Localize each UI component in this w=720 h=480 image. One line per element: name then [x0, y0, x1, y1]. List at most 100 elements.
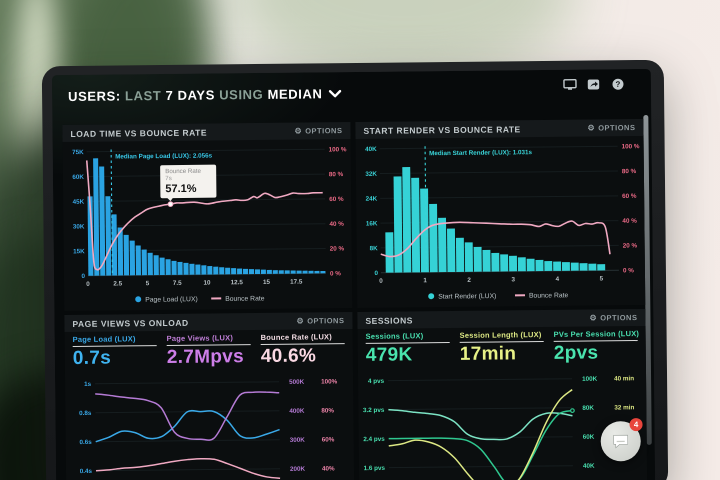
options-button[interactable]: ⚙ OPTIONS [587, 123, 635, 133]
y-right-tick: 80 % [622, 168, 637, 175]
chat-widget-button[interactable]: 4 [600, 417, 643, 462]
bar [553, 261, 562, 271]
bar [105, 196, 112, 276]
metric-page-load: Page Load (LUX) 0.7s [72, 334, 157, 379]
metric-value: 2.7Mpvs [166, 346, 245, 368]
y-left-tick: 3.2 pvs [363, 407, 385, 414]
options-button[interactable]: ⚙ OPTIONS [589, 313, 637, 323]
svg-text:57.1%: 57.1% [165, 183, 197, 195]
bar [473, 246, 482, 272]
options-button[interactable]: ⚙ OPTIONS [294, 126, 342, 136]
bar [308, 270, 314, 274]
bar [517, 257, 526, 272]
bar [99, 166, 106, 276]
metric-label: Page Load (LUX) [72, 334, 157, 347]
title-days: 7 DAYS [165, 86, 216, 103]
bar [260, 269, 266, 274]
page-title[interactable]: USERS: LAST 7 DAYS USING MEDIAN [68, 86, 323, 104]
series-end-marker [570, 408, 575, 414]
metric-label: Sessions (LUX) [365, 331, 450, 344]
y-left-tick: 2.4 pvs [363, 436, 385, 443]
x-tick: 10 [204, 280, 212, 287]
legend-dot [135, 296, 142, 303]
bar [588, 263, 597, 271]
y-right-tick: 200K [290, 466, 306, 473]
series-line [388, 408, 573, 441]
y-right-tick: 80 % [329, 171, 344, 178]
x-tick: 0 [379, 278, 383, 285]
gear-icon: ⚙ [587, 122, 596, 133]
gridline [87, 248, 326, 252]
gear-icon: ⚙ [296, 316, 305, 326]
panel-load-time-vs-bounce-rate: LOAD TIME VS BOUNCE RATE ⚙ OPTIONS 0 0 % 15… [62, 122, 353, 312]
y-right-tick-2: 80% [321, 407, 334, 414]
histogram-bars [87, 158, 326, 276]
title-using: USING [214, 86, 268, 102]
panel-sessions: SESSIONS ⚙ OPTIONS Sessions (LUX) 479K Se… [357, 308, 648, 480]
metric-value: 0.7s [72, 347, 112, 369]
bar [117, 227, 124, 276]
legend-dot [428, 293, 435, 300]
bar [296, 270, 302, 274]
x-tick: 7.5 [173, 280, 182, 287]
bar [500, 254, 509, 272]
series-line [388, 409, 573, 480]
gridline [86, 148, 325, 153]
display-icon[interactable] [562, 78, 577, 91]
title-users: USERS: [67, 87, 121, 104]
y-right-tick-2: 40 min [614, 375, 634, 382]
y-right-tick: 80K [582, 405, 594, 412]
page-views-line-chart[interactable]: 1s 500K 100% 0.8s 400K 80% 0.6s 300K 60% 0.4s 200K… [65, 376, 354, 480]
y-right-tick: 0 % [623, 267, 634, 274]
series-line [388, 389, 573, 480]
start-render-histogram-chart[interactable]: 0 0 % 8K 20 % 16K 40 % 24K 60 % 32K 80 % 40K 100 % 0… [356, 136, 646, 308]
svg-text:Bounce Rate: Bounce Rate [165, 168, 201, 175]
bar [183, 262, 189, 275]
y-left-tick: 30K [73, 223, 85, 230]
x-tick: 1 [423, 277, 427, 284]
metrics-row: Page Load (LUX) 0.7s Page Views (LUX) 2.… [65, 329, 353, 379]
metric-value: 17min [459, 343, 517, 365]
load-time-histogram-chart[interactable]: 0 0 % 15K 20 % 30K 40 % 45K 60 % 60K 80 % 75K 100 %… [63, 139, 353, 311]
x-tick: 15 [263, 279, 271, 286]
bar [225, 267, 231, 275]
help-icon[interactable]: ? [610, 77, 625, 90]
y-right-tick: 60K [583, 434, 595, 441]
chevron-down-icon[interactable] [328, 89, 342, 98]
series-line [95, 409, 280, 443]
bar [213, 266, 219, 275]
bounce-rate-line [85, 160, 323, 271]
y-right-tick-2: 40% [322, 465, 335, 472]
y-right-tick-2: 32 min [614, 404, 634, 411]
laptop: USERS: LAST 7 DAYS USING MEDIAN ? [41, 59, 669, 480]
bar [290, 270, 296, 274]
share-icon[interactable] [586, 77, 601, 90]
bar [141, 249, 147, 276]
y-right-tick-2: 100% [321, 378, 338, 385]
bar [87, 196, 94, 276]
panel-title: START RENDER VS BOUNCE RATE [363, 123, 521, 136]
x-tick: 4 [556, 276, 560, 283]
bar [535, 259, 544, 272]
options-button[interactable]: ⚙ OPTIONS [296, 316, 344, 326]
bar [446, 228, 456, 273]
y-left-tick: 0.8s [79, 410, 92, 417]
y-left-tick: 1.6 pvs [364, 465, 386, 472]
bar [147, 252, 153, 276]
panel-title: SESSIONS [365, 314, 413, 326]
panel-title: LOAD TIME VS BOUNCE RATE [70, 127, 208, 139]
y-left-tick: 60K [72, 174, 84, 181]
legend-label: Bounce Rate [225, 295, 265, 302]
gear-icon: ⚙ [294, 126, 303, 136]
sessions-line-chart[interactable]: 4 pvs 100K 40 min 3.2 pvs 80K 32 min 2.4 pvs 60… [358, 373, 647, 480]
tooltip-marker [167, 201, 174, 208]
title-last: LAST [120, 87, 166, 103]
bar [272, 270, 278, 274]
x-tick: 17.5 [290, 279, 303, 286]
gridline [388, 378, 573, 382]
header-icons: ? [562, 77, 625, 91]
y-right-tick: 100 % [329, 146, 347, 153]
y-right-tick: 0 % [330, 270, 341, 277]
x-tick: 5 [600, 275, 604, 282]
